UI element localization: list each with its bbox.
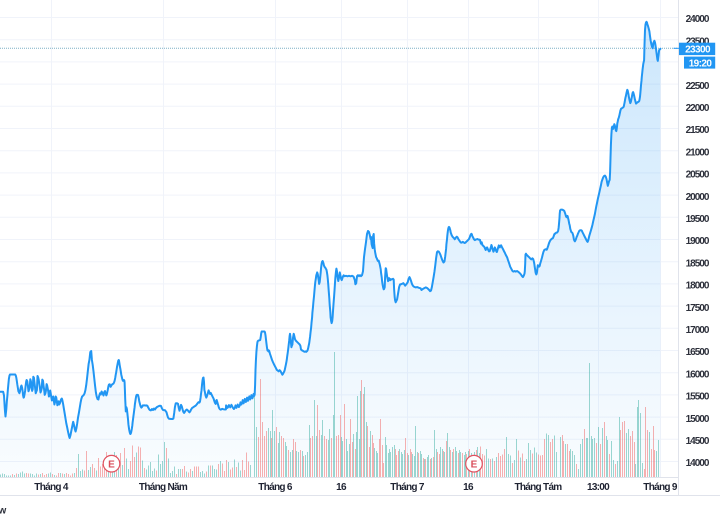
svg-text:24000: 24000 <box>686 14 710 25</box>
svg-text:21000: 21000 <box>686 147 710 158</box>
svg-text:Tháng 6: Tháng 6 <box>258 482 293 493</box>
svg-text:23300: 23300 <box>685 45 711 56</box>
svg-text:Tháng Tám: Tháng Tám <box>514 482 562 493</box>
svg-text:Tháng 4: Tháng 4 <box>34 482 69 493</box>
svg-text:Tháng Năm: Tháng Năm <box>139 482 188 493</box>
svg-text:22000: 22000 <box>686 103 710 114</box>
svg-text:16500: 16500 <box>686 347 710 358</box>
svg-text:Tháng 9: Tháng 9 <box>643 482 678 493</box>
svg-text:23500: 23500 <box>686 36 710 47</box>
svg-text:19000: 19000 <box>686 236 710 247</box>
svg-text:15000: 15000 <box>686 414 710 425</box>
svg-text:14500: 14500 <box>686 436 710 447</box>
svg-text:20000: 20000 <box>686 192 710 203</box>
svg-text:Tháng 7: Tháng 7 <box>390 482 425 493</box>
svg-text:16: 16 <box>336 482 347 493</box>
svg-text:E: E <box>471 459 478 470</box>
svg-text:16000: 16000 <box>686 369 710 380</box>
svg-text:14000: 14000 <box>686 458 710 469</box>
svg-text:22500: 22500 <box>686 81 710 92</box>
svg-text:19500: 19500 <box>686 214 710 225</box>
svg-text:16: 16 <box>463 482 474 493</box>
svg-text:13:00: 13:00 <box>587 482 610 493</box>
svg-text:w: w <box>0 506 7 517</box>
svg-text:15500: 15500 <box>686 392 710 403</box>
svg-text:17000: 17000 <box>686 325 710 336</box>
svg-text:21500: 21500 <box>686 125 710 136</box>
svg-text:E: E <box>108 459 115 470</box>
svg-text:18000: 18000 <box>686 281 710 292</box>
svg-text:20500: 20500 <box>686 170 710 181</box>
svg-text:17500: 17500 <box>686 303 710 314</box>
svg-text:18500: 18500 <box>686 258 710 269</box>
svg-text:19:20: 19:20 <box>689 58 713 69</box>
